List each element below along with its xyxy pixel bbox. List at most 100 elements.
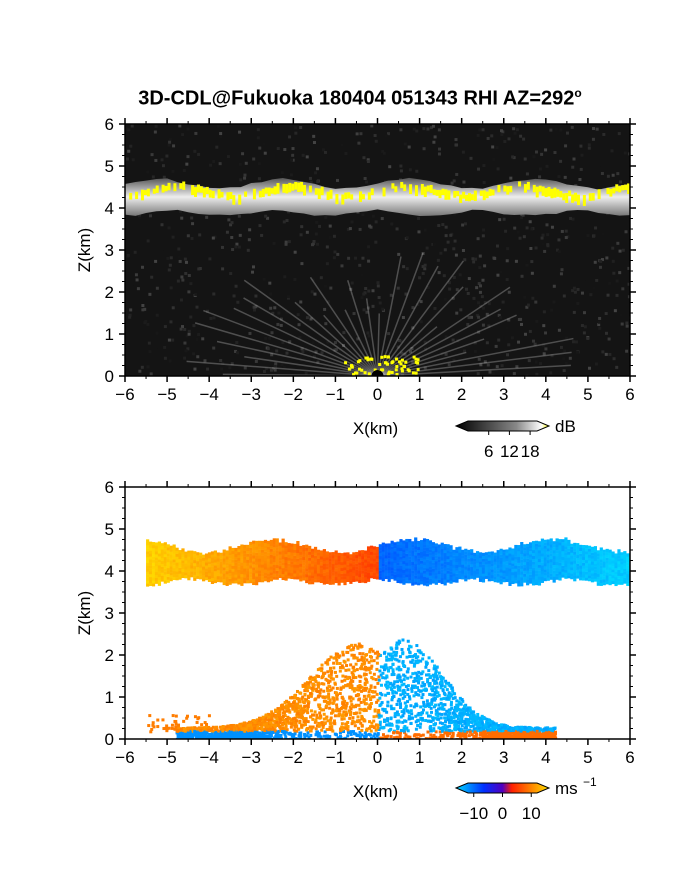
velocity-pixel — [561, 547, 565, 552]
velocity-pixel — [187, 556, 191, 560]
velocity-pixel — [617, 549, 621, 553]
velocity-pixel — [232, 723, 236, 727]
velocity-pixel — [405, 550, 409, 554]
velocity-pixel — [623, 571, 627, 575]
velocity-pixel — [449, 556, 453, 561]
noise-pixel — [177, 247, 181, 251]
velocity-pixel — [148, 556, 153, 560]
velocity-pixel — [290, 558, 294, 562]
velocity-pixel — [523, 561, 527, 566]
velocity-pixel — [263, 563, 268, 567]
velocity-pixel — [431, 542, 435, 546]
velocity-pixel — [543, 542, 547, 546]
noise-pixel — [461, 150, 465, 154]
velocity-pixel — [263, 548, 268, 552]
velocity-pixel — [278, 568, 282, 573]
velocity-pixel — [299, 545, 303, 550]
velocity-pixel — [529, 556, 533, 561]
velocity-pixel — [546, 571, 550, 575]
velocity-pixel — [567, 542, 571, 547]
velocity-pixel — [281, 541, 285, 545]
velocity-pixel — [478, 564, 483, 568]
velocity-pixel — [449, 548, 453, 552]
velocity-pixel — [343, 570, 347, 574]
noise-pixel — [151, 175, 155, 179]
velocity-pixel — [166, 553, 170, 557]
velocity-pixel — [219, 567, 223, 571]
noise-pixel — [550, 308, 554, 312]
velocity-pixel — [287, 554, 291, 559]
velocity-pixel — [184, 560, 188, 564]
velocity-pixel — [266, 540, 271, 545]
velocity-pixel — [369, 696, 373, 700]
velocity-pixel — [278, 557, 282, 561]
velocity-pixel — [523, 579, 527, 583]
velocity-pixel — [175, 547, 179, 551]
velocity-pixel — [228, 578, 232, 582]
velocity-pixel — [216, 555, 220, 559]
velocity-pixel — [422, 541, 427, 545]
noise-pixel — [208, 257, 212, 261]
velocity-pixel — [437, 553, 441, 557]
velocity-pixel — [340, 553, 344, 557]
noise-pixel — [364, 287, 368, 291]
velocity-pixel — [313, 558, 318, 562]
velocity-pixel — [260, 546, 265, 550]
velocity-pixel — [461, 573, 465, 577]
noise-pixel — [604, 352, 608, 356]
velocity-pixel — [411, 561, 415, 566]
velocity-pixel — [417, 555, 421, 559]
noise-pixel — [243, 173, 247, 177]
velocity-pixel — [340, 570, 344, 574]
noise-pixel — [510, 336, 514, 340]
velocity-pixel — [443, 558, 447, 562]
velocity-pixel — [202, 572, 206, 576]
noise-pixel — [477, 167, 481, 171]
velocity-pixel — [364, 553, 368, 557]
high-db-pixel — [426, 185, 430, 192]
noise-pixel — [196, 355, 200, 359]
noise-pixel — [606, 293, 610, 297]
velocity-pixel — [329, 718, 333, 722]
velocity-pixel — [431, 553, 435, 558]
velocity-pixel — [154, 565, 159, 570]
noise-pixel — [362, 292, 366, 296]
velocity-pixel — [499, 572, 503, 576]
velocity-pixel — [402, 563, 406, 568]
velocity-pixel — [470, 733, 474, 737]
velocity-pixel — [163, 580, 167, 584]
velocity-pixel — [596, 570, 600, 575]
noise-pixel — [272, 241, 276, 245]
velocity-pixel — [537, 570, 542, 574]
velocity-pixel — [269, 560, 273, 564]
velocity-pixel — [517, 562, 521, 566]
noise-pixel — [179, 298, 183, 302]
velocity-pixel — [608, 549, 612, 553]
velocity-pixel — [246, 568, 250, 572]
velocity-pixel — [381, 560, 385, 564]
velocity-pixel — [263, 554, 268, 558]
high-db-pixel — [347, 192, 351, 199]
velocity-pixel — [260, 543, 265, 547]
velocity-pixel — [169, 560, 173, 564]
velocity-pixel — [234, 553, 238, 557]
velocity-pixel — [399, 715, 403, 719]
velocity-pixel — [337, 564, 341, 568]
noise-pixel — [376, 281, 380, 285]
velocity-pixel — [225, 579, 229, 584]
velocity-pixel — [620, 575, 624, 579]
velocity-pixel — [219, 558, 223, 562]
velocity-pixel — [219, 725, 223, 729]
noise-pixel — [623, 151, 627, 155]
velocity-pixel — [263, 572, 268, 576]
velocity-pixel — [410, 684, 414, 688]
velocity-pixel — [444, 720, 448, 724]
velocity-pixel — [440, 575, 444, 579]
velocity-pixel — [434, 735, 438, 739]
velocity-pixel — [381, 557, 385, 561]
velocity-pixel — [206, 737, 210, 739]
velocity-pixel — [375, 552, 380, 556]
velocity-pixel — [552, 547, 556, 551]
velocity-pixel — [387, 561, 391, 565]
noise-pixel — [182, 168, 186, 172]
